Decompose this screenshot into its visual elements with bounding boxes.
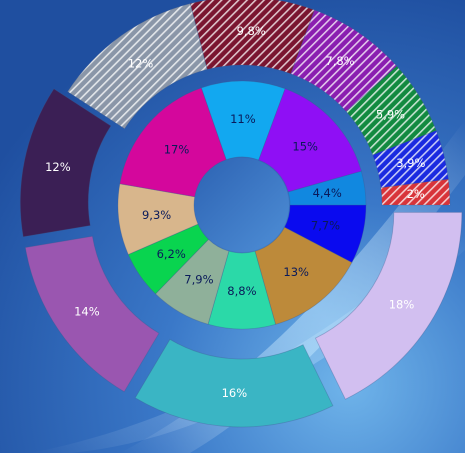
outer-label-0: 18%	[389, 298, 415, 312]
outer-label-5: 9,8%	[237, 24, 266, 38]
inner-label-9: 4,4%	[313, 186, 342, 200]
inner-slice-8	[258, 88, 362, 193]
inner-slice-6	[119, 87, 227, 198]
inner-label-2: 8,8%	[227, 284, 256, 298]
inner-label-0: 7,7%	[311, 219, 340, 233]
inner-label-8: 15%	[292, 140, 318, 154]
outer-label-1: 16%	[222, 386, 248, 400]
inner-ring	[117, 80, 367, 330]
outer-label-4: 12%	[128, 57, 154, 71]
inner-label-1: 13%	[283, 265, 309, 279]
inner-slice-7	[200, 80, 286, 161]
outer-slice-9	[380, 178, 451, 206]
inner-slice-9	[287, 170, 367, 206]
outer-label-8: 3,9%	[396, 156, 425, 170]
center-hole	[195, 158, 289, 252]
outer-slice-1	[134, 338, 334, 428]
outer-label-7: 5,9%	[376, 107, 405, 121]
inner-slice-1	[254, 226, 353, 325]
inner-label-5: 9,3%	[142, 208, 171, 222]
outer-ring	[19, 0, 463, 428]
outer-slice-3	[19, 88, 112, 238]
outer-slice-2	[24, 235, 160, 393]
slice-labels: 18% 16% 14% 12% 12% 9,8% 7,8% 5,9% 3,9% 2% 7,7% 13%…	[45, 24, 425, 400]
outer-label-6: 7,8%	[325, 54, 354, 68]
inner-label-7: 11%	[230, 112, 256, 126]
outer-label-9: 2%	[407, 187, 425, 201]
inner-slice-5	[117, 183, 199, 255]
inner-label-6: 17%	[164, 142, 190, 156]
outer-slice-0	[314, 212, 463, 400]
outer-label-3: 12%	[45, 160, 71, 174]
inner-label-4: 6,2%	[157, 247, 186, 261]
inner-slice-2	[207, 250, 277, 330]
outer-label-2: 14%	[74, 304, 100, 318]
inner-label-3: 7,9%	[184, 272, 213, 286]
